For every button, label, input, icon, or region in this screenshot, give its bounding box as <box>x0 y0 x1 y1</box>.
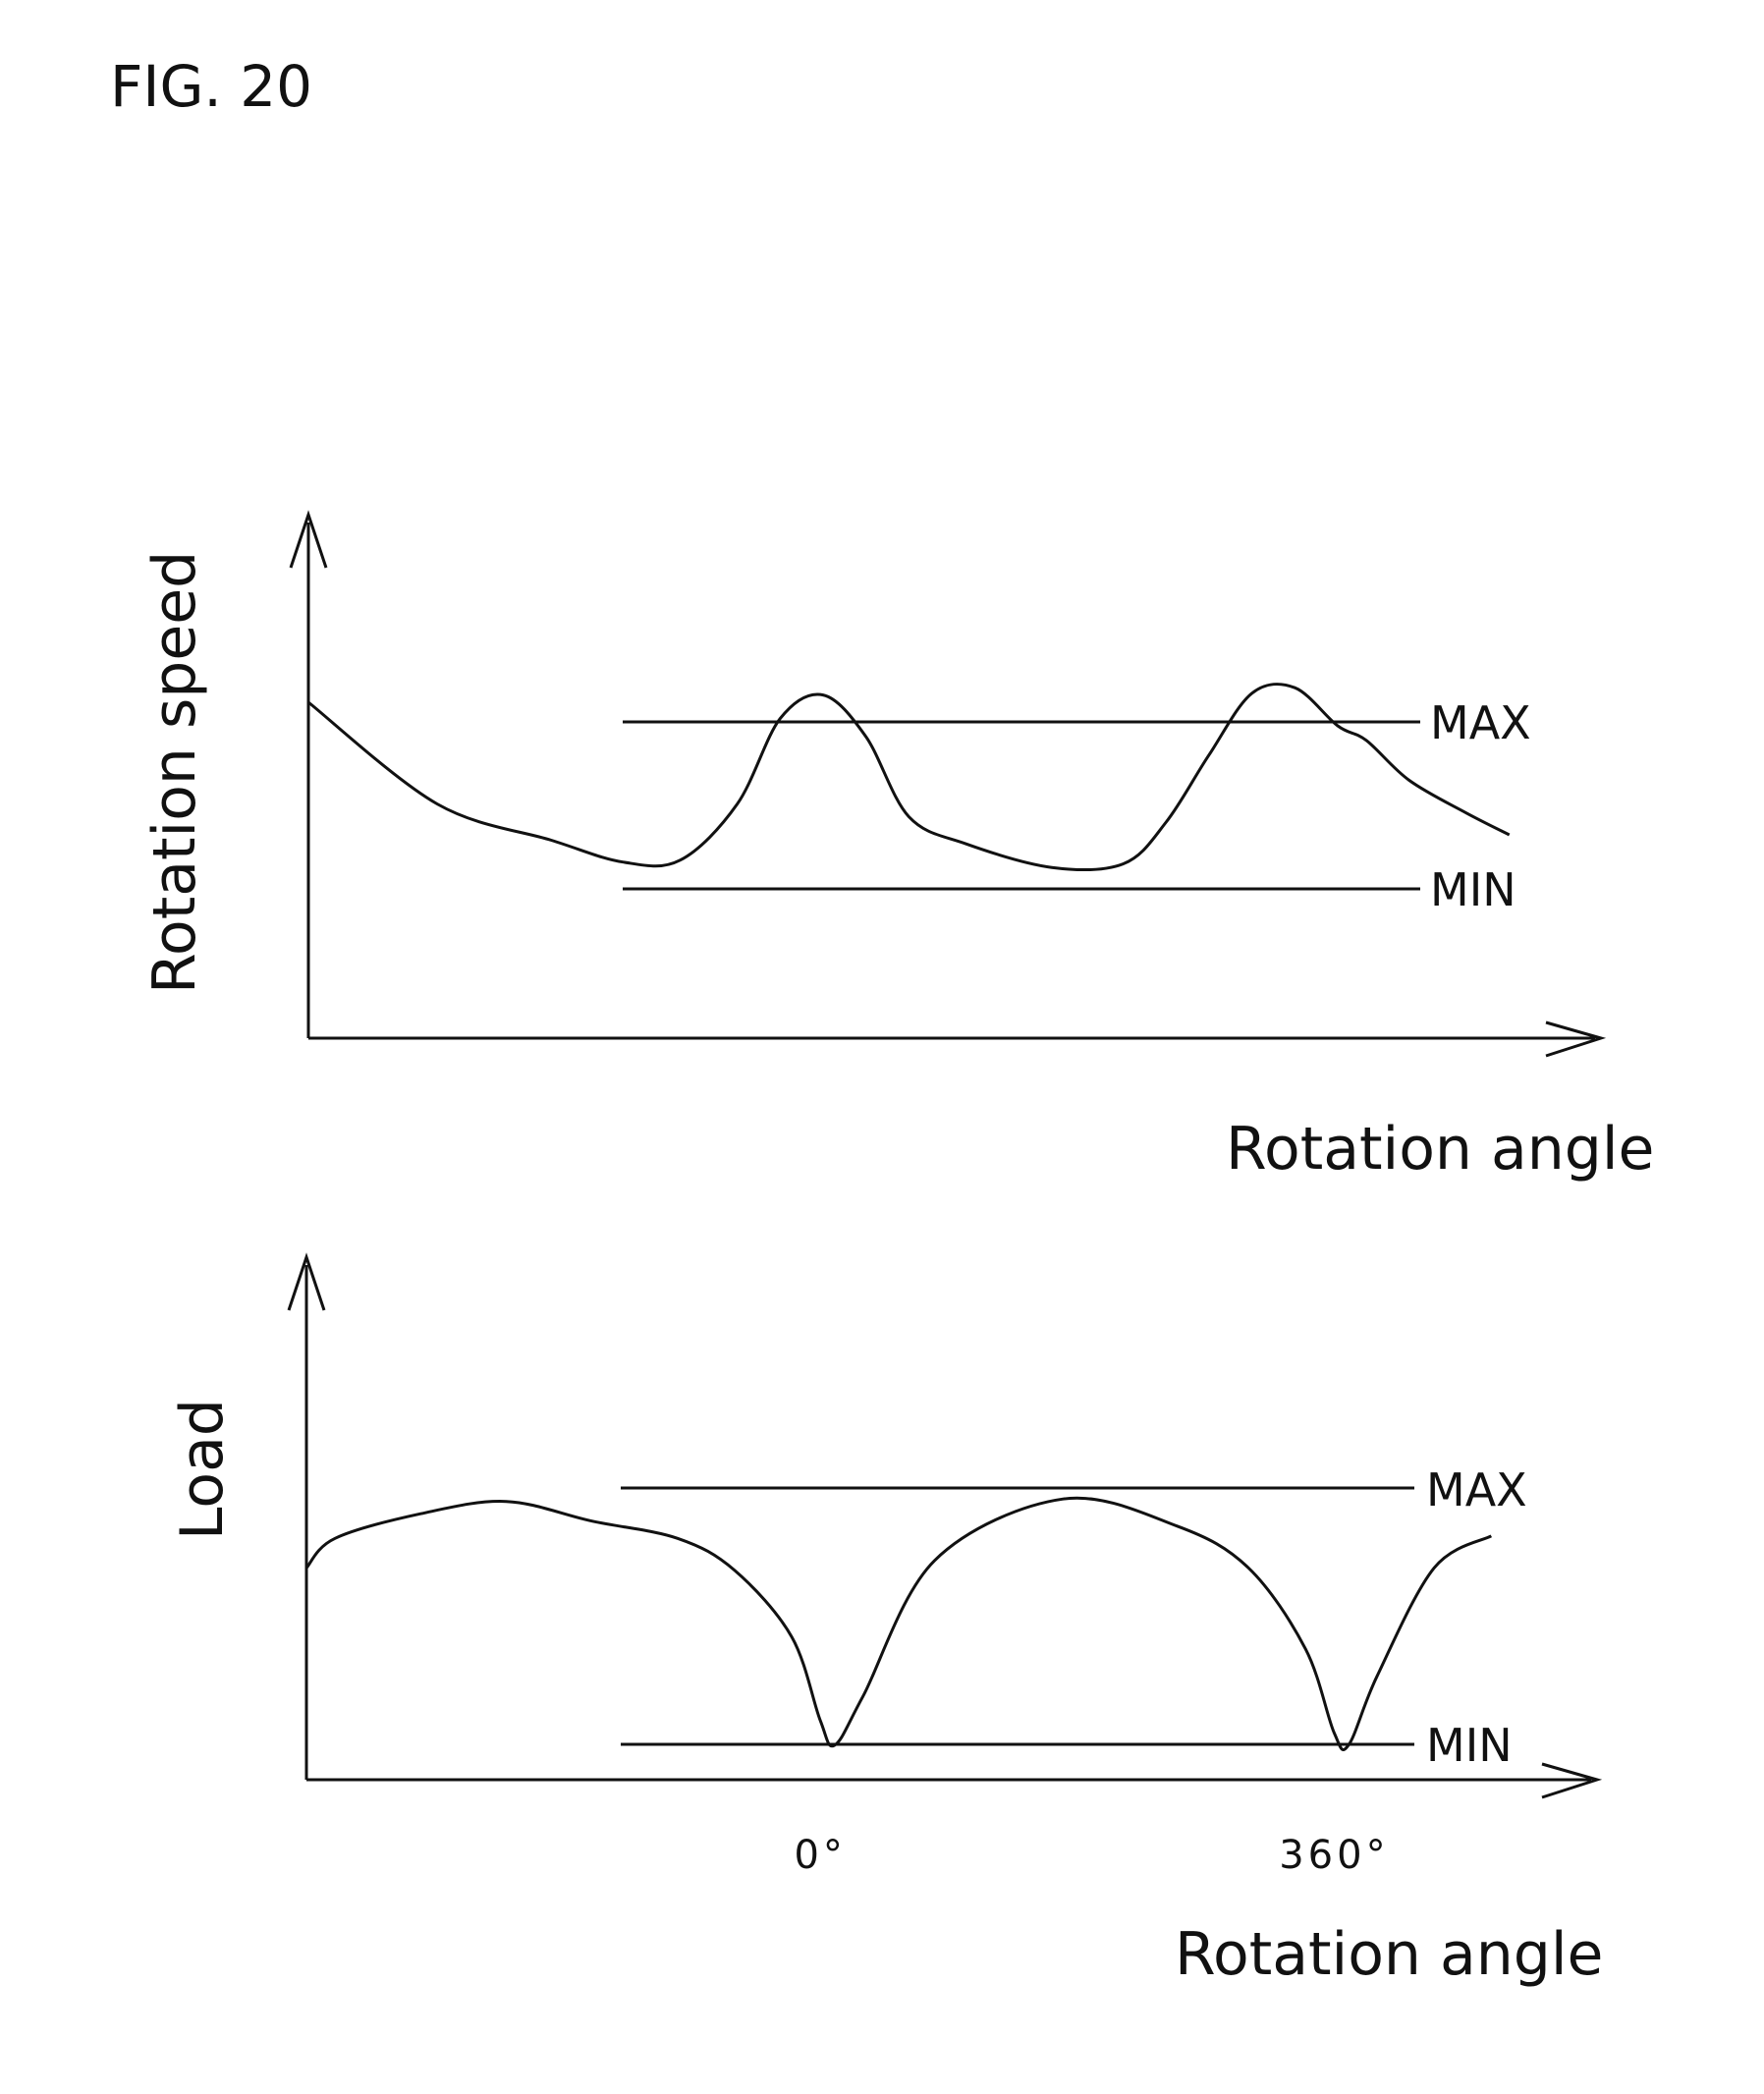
max-reference-label: MAX <box>1426 1463 1527 1516</box>
load-series-line <box>306 1498 1491 1749</box>
rotation-speed-chart: MAX MIN Rotation speed Rotation angle <box>140 515 1654 1184</box>
figure-label: FIG. 20 <box>110 53 312 120</box>
x-tick-labels: 0° 360° <box>794 1833 1389 1878</box>
y-axis-label: Rotation speed <box>140 551 209 994</box>
load-chart: MAX MIN Load 0° 360° Rotation angle <box>168 1257 1603 1989</box>
y-axis-label: Load <box>168 1399 237 1540</box>
max-reference-label: MAX <box>1430 696 1531 749</box>
x-axis <box>306 1764 1597 1797</box>
rotation-speed-series-line <box>308 685 1510 870</box>
x-axis <box>308 1022 1601 1056</box>
x-tick-label: 360° <box>1279 1833 1389 1878</box>
min-reference-label: MIN <box>1426 1719 1513 1772</box>
y-axis <box>291 515 326 1038</box>
x-axis-label: Rotation angle <box>1175 1920 1603 1989</box>
x-axis-label: Rotation angle <box>1226 1115 1654 1184</box>
x-tick-label: 0° <box>794 1833 846 1878</box>
min-reference-label: MIN <box>1430 863 1516 916</box>
y-axis <box>289 1257 324 1780</box>
